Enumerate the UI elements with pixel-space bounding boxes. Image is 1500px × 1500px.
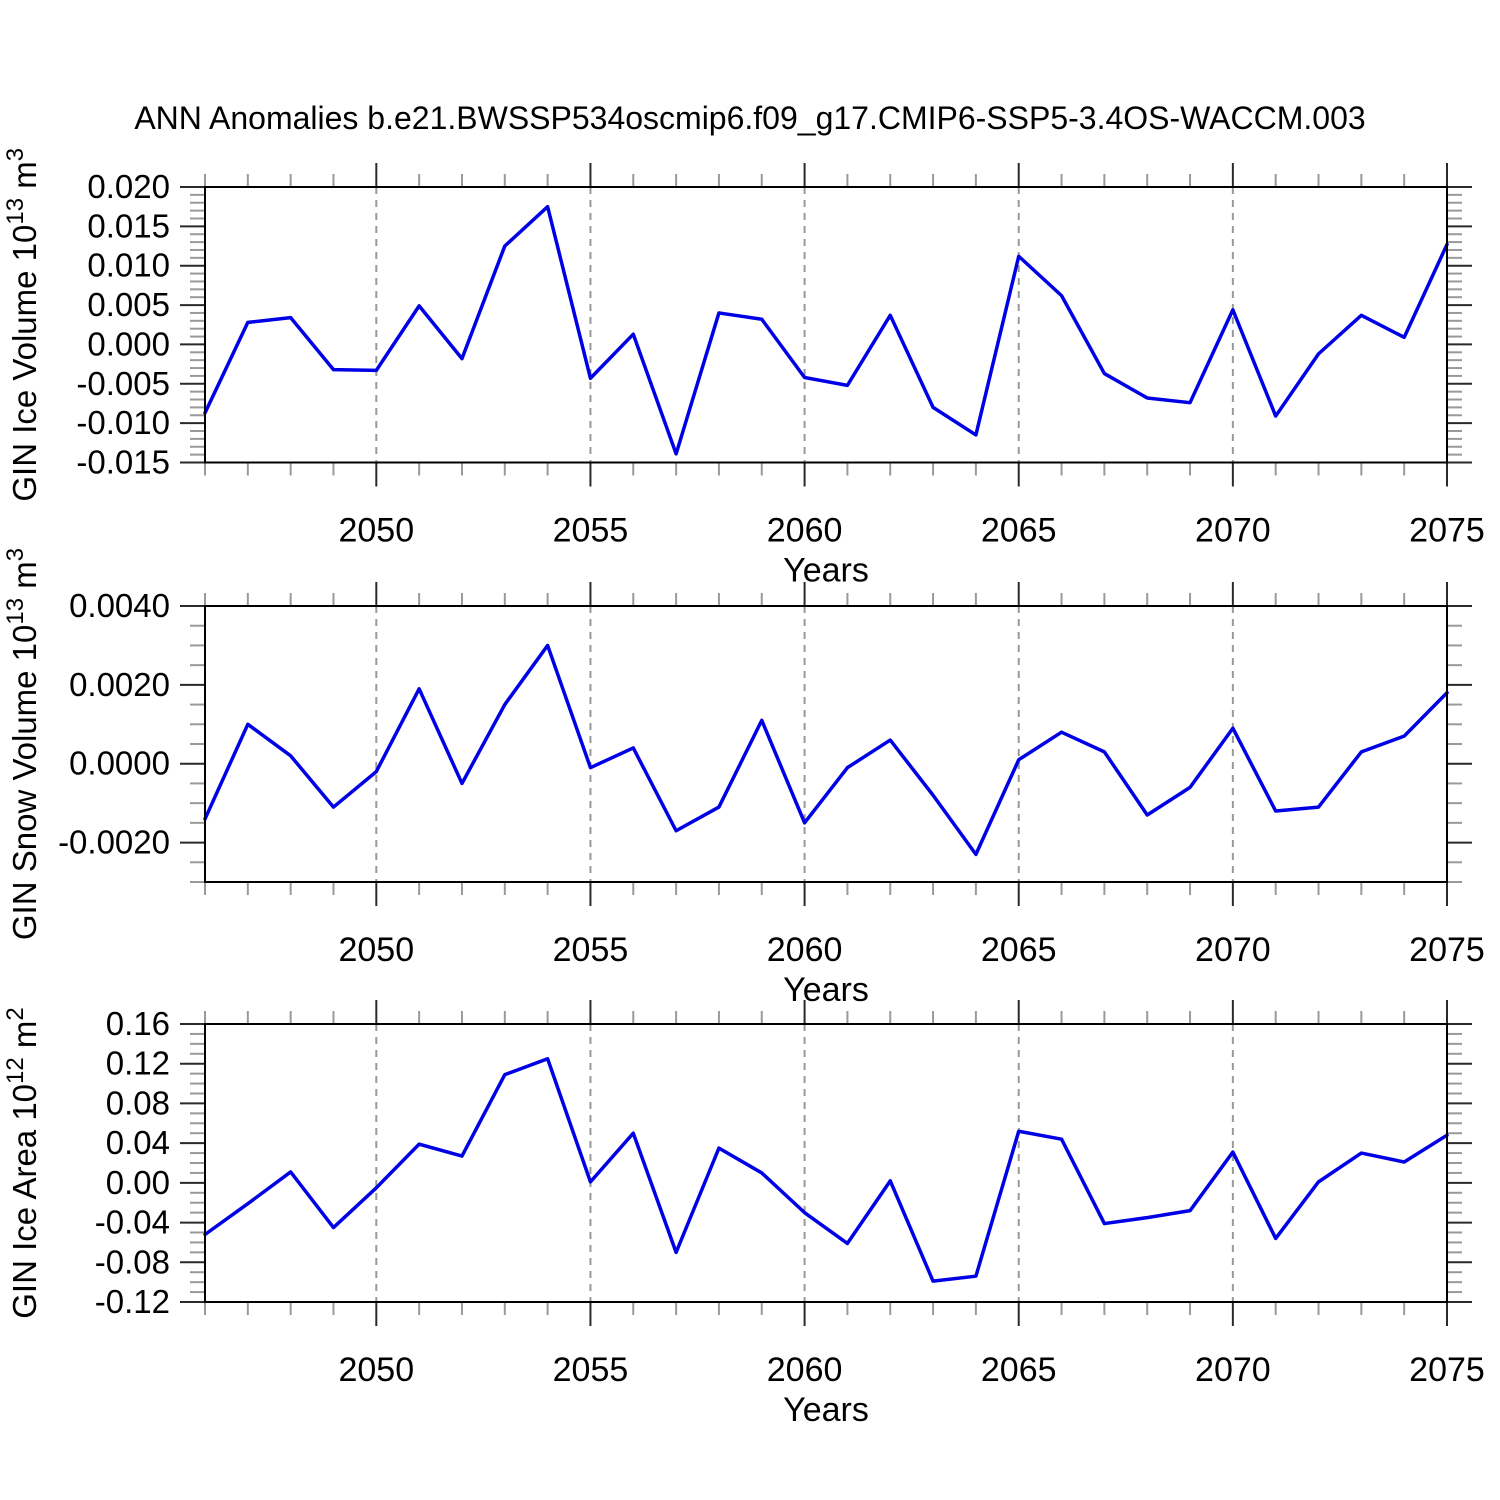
y-axis-title: GIN Ice Area 1012 m2 xyxy=(2,1007,43,1319)
x-tick-label: 2070 xyxy=(1195,1351,1271,1389)
x-tick-label: 2065 xyxy=(981,1351,1057,1389)
y-tick-label: -0.005 xyxy=(76,365,170,402)
x-tick-label: 2055 xyxy=(553,512,629,550)
figure-title: ANN Anomalies b.e21.BWSSP534oscmip6.f09_… xyxy=(134,100,1366,136)
y-tick-label: 0.04 xyxy=(106,1124,170,1161)
x-tick-label: 2065 xyxy=(981,512,1057,550)
x-tick-label: 2075 xyxy=(1409,931,1485,969)
x-tick-label: 2050 xyxy=(338,931,414,969)
y-tick-label: -0.015 xyxy=(76,444,170,481)
x-axis-title: Years xyxy=(783,971,869,1009)
y-tick-label: 0.00 xyxy=(106,1164,170,1201)
axis-box xyxy=(204,186,1448,464)
x-tick-label: 2075 xyxy=(1409,512,1485,550)
x-axis-title: Years xyxy=(783,1391,869,1429)
y-tick-label: 0.12 xyxy=(106,1045,170,1082)
y-tick-label: -0.12 xyxy=(95,1283,170,1320)
axis-box xyxy=(204,605,1448,883)
plot-gin-snow-volume: 2050 2055 2060 2065 2070 2075 0.0040 0.0020 0.00… xyxy=(2,548,1485,1009)
plot-gin-ice-area: 2050 2055 2060 2065 2070 2075 0.160.120.080.04… xyxy=(2,1000,1485,1429)
x-tick-label: 2055 xyxy=(553,1351,629,1389)
y-axis-title: GIN Snow Volume 1013 m3 xyxy=(2,548,43,940)
y-tick-label: 0.010 xyxy=(87,247,170,284)
y-tick-label: 0.000 xyxy=(87,325,170,362)
x-tick-label: 2070 xyxy=(1195,512,1271,550)
y-tick-label: -0.010 xyxy=(76,404,170,441)
y-tick-label: 0.08 xyxy=(106,1084,170,1121)
y-tick-label: -0.04 xyxy=(95,1204,170,1241)
y-tick-label: -0.08 xyxy=(95,1243,170,1280)
x-tick-label: 2060 xyxy=(767,1351,843,1389)
x-tick-label: 2075 xyxy=(1409,1351,1485,1389)
x-axis-title: Years xyxy=(783,552,869,590)
x-tick-label: 2050 xyxy=(338,1351,414,1389)
x-tick-label: 2070 xyxy=(1195,931,1271,969)
y-tick-label: 0.015 xyxy=(87,207,170,244)
y-tick-label: 0.0040 xyxy=(69,587,170,624)
y-axis-title: GIN Ice Volume 1013 m3 xyxy=(2,148,43,502)
y-tick-label: 0.0020 xyxy=(69,666,170,703)
y-tick-label: -0.0020 xyxy=(58,824,170,861)
x-tick-label: 2060 xyxy=(767,931,843,969)
x-tick-label: 2065 xyxy=(981,931,1057,969)
y-tick-label: 0.020 xyxy=(87,168,170,205)
y-tick-label: 0.005 xyxy=(87,286,170,323)
y-tick-label: 0.16 xyxy=(106,1005,170,1042)
data-line xyxy=(203,1057,1449,1283)
data-line xyxy=(203,643,1449,857)
axis-box xyxy=(204,1023,1448,1303)
x-tick-label: 2060 xyxy=(767,512,843,550)
x-tick-label: 2055 xyxy=(553,931,629,969)
data-line xyxy=(203,204,1449,456)
plot-gin-ice-volume: 2050 2055 2060 2065 2070 20750.0200.0150.0100… xyxy=(2,148,1485,590)
x-tick-label: 2050 xyxy=(338,512,414,550)
y-tick-label: 0.0000 xyxy=(69,745,170,782)
